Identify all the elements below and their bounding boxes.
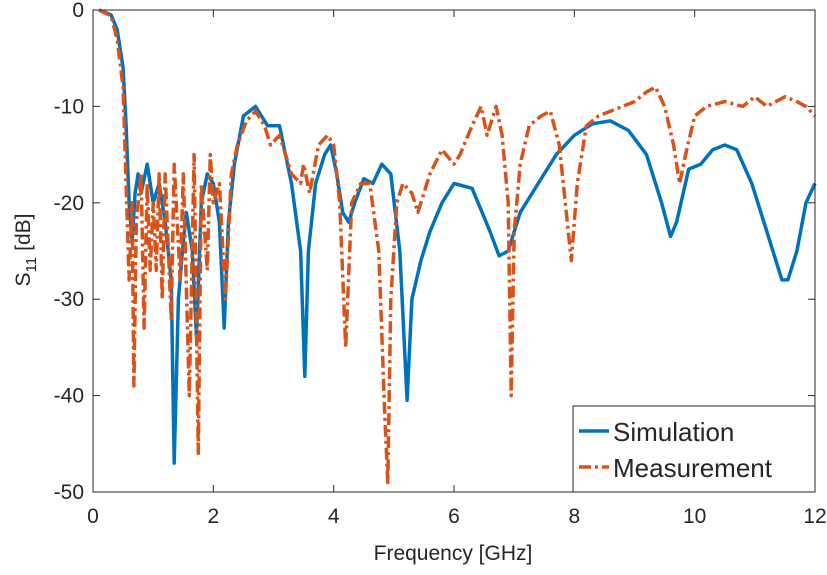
y-tick-label: -30: [54, 288, 84, 311]
x-tick-label: 0: [87, 505, 99, 528]
legend-box: [572, 405, 816, 493]
x-tick-label: 6: [448, 505, 460, 528]
y-label-sub: 11: [23, 257, 40, 273]
x-tick-label: 10: [683, 505, 706, 528]
y-tick-label: 0: [72, 0, 84, 22]
series-line: [98, 8, 817, 485]
y-label-main: S: [12, 272, 35, 286]
x-tick-label: 4: [328, 505, 340, 528]
legend-label: Simulation: [613, 417, 734, 447]
legend-label: Measurement: [613, 453, 773, 483]
y-tick-label: -20: [54, 192, 84, 215]
x-tick-label: 2: [207, 505, 219, 528]
x-tick-label: 8: [568, 505, 580, 528]
y-tick-label: -50: [54, 481, 84, 504]
y-tick-label: -40: [54, 385, 84, 408]
plot-frame: [92, 9, 816, 493]
y-axis-label: S11 [dB]: [12, 214, 40, 287]
x-tick-label: 12: [803, 505, 826, 528]
x-axis-label: Frequency [GHz]: [374, 542, 533, 565]
y-tick-label: -10: [54, 95, 84, 118]
y-label-unit: [dB]: [12, 214, 35, 251]
